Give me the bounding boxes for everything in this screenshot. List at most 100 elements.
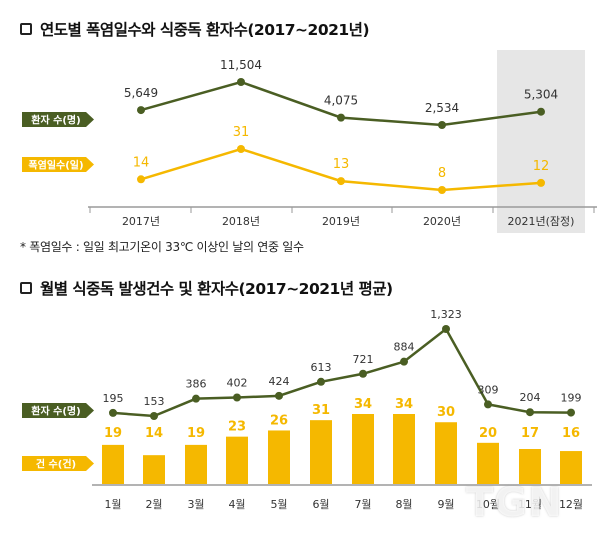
heat-data-label: 14 <box>133 155 150 170</box>
monthly-patient-point <box>150 412 158 420</box>
case-count-data-label: 19 <box>187 426 205 441</box>
chart1-title: 연도별 폭염일수와 식중독 환자수(2017~2021년) <box>20 18 370 40</box>
legend-patients-chart1-bg <box>22 112 94 127</box>
chart1-x-tick-label: 2020년 <box>423 215 461 228</box>
case-count-data-label: 14 <box>145 426 163 441</box>
legend-patients-chart1: 환자 수(명) <box>31 114 80 127</box>
case-count-bar <box>560 451 582 484</box>
case-count-bar <box>310 420 332 484</box>
case-count-bar <box>519 449 541 484</box>
case-count-data-label: 17 <box>521 426 539 441</box>
heat-data-label: 13 <box>333 157 350 172</box>
highlight-2021-background <box>497 50 585 233</box>
case-count-data-label: 31 <box>312 403 330 418</box>
chart1-title-text: 연도별 폭염일수와 식중독 환자수(2017~2021년) <box>40 21 370 39</box>
monthly-patient-point <box>359 369 367 378</box>
monthly-patient-data-label: 309 <box>478 383 499 396</box>
patient-data-label: 2,534 <box>425 101 459 115</box>
chart1-x-tick-label: 2019년 <box>322 215 360 228</box>
watermark-logo: TGN <box>466 480 563 526</box>
patient-data-label: 5,304 <box>524 88 558 102</box>
monthly-patient-data-label: 153 <box>144 395 165 408</box>
monthly-patient-data-label: 199 <box>561 392 582 405</box>
chart2-x-tick-label: 4월 <box>228 498 245 511</box>
case-count-data-label: 30 <box>437 405 455 420</box>
case-count-data-label: 19 <box>104 426 122 441</box>
monthly-patient-data-label: 613 <box>311 361 332 374</box>
monthly-patient-data-label: 195 <box>103 392 124 405</box>
case-count-data-label: 23 <box>228 420 246 435</box>
case-count-bar <box>435 422 457 484</box>
heat-point <box>337 177 345 186</box>
heat-data-label: 8 <box>438 166 446 181</box>
case-count-data-label: 34 <box>354 397 372 412</box>
monthly-patient-point <box>233 393 241 402</box>
patient-data-label: 5,649 <box>124 86 158 100</box>
chart2-x-tick-label: 10월 <box>476 498 500 511</box>
monthly-patient-data-label: 424 <box>269 375 290 388</box>
case-count-bar <box>477 442 499 484</box>
monthly-patient-data-label: 402 <box>227 376 248 389</box>
chart2-x-tick-label: 9월 <box>437 498 454 511</box>
case-count-bar <box>102 444 124 484</box>
case-count-data-label: 16 <box>562 426 580 441</box>
footnote: * 폭염일수 : 일일 최고기온이 33℃ 이상인 날의 연중 일수 <box>20 240 304 254</box>
patient-data-label: 4,075 <box>324 94 358 108</box>
monthly-patient-point <box>526 408 534 417</box>
chart2-x-tick-label: 8월 <box>395 498 412 511</box>
checkbox-square-icon <box>20 282 32 294</box>
chart2-x-tick-label: 3월 <box>187 498 204 511</box>
heat-point <box>137 175 145 184</box>
monthly-patient-point <box>484 400 492 409</box>
monthly-patient-data-label: 884 <box>394 341 415 354</box>
heat-data-label: 31 <box>233 125 250 140</box>
patient-point <box>337 113 345 122</box>
heat-point <box>537 178 545 187</box>
chart2-title: 월별 식중독 발생건수 및 환자수(2017~2021년 평균) <box>20 277 393 299</box>
chart2-x-tick-label: 11월 <box>518 498 542 511</box>
heat-point <box>438 186 446 194</box>
case-count-bar <box>143 455 165 484</box>
monthly-patient-point <box>109 408 117 417</box>
chart2-title-text: 월별 식중독 발생건수 및 환자수(2017~2021년 평균) <box>40 280 393 298</box>
monthly-patient-point <box>275 391 283 400</box>
monthly-patient-data-label: 1,323 <box>430 308 462 321</box>
case-count-data-label: 26 <box>270 413 288 428</box>
heat-data-label: 12 <box>533 159 550 174</box>
monthly-patient-point <box>400 357 408 366</box>
chart2-x-tick-label: 5월 <box>270 498 287 511</box>
monthly-patient-point <box>567 408 575 417</box>
legend-patients-chart2: 환자 수(명) <box>31 405 80 418</box>
chart2-x-tick-label: 1월 <box>104 498 121 511</box>
monthly-patient-series-line <box>112 327 572 418</box>
heat-point <box>237 145 245 153</box>
legend-cases-chart2-bg <box>22 456 94 471</box>
chart1-x-tick-label: 2021년(잠정) <box>508 215 575 228</box>
chart2-x-tick-label: 12월 <box>559 498 583 511</box>
chart2-x-tick-label: 6월 <box>312 498 329 511</box>
legend-patients-chart2-bg <box>22 403 94 418</box>
monthly-patient-data-label: 204 <box>520 391 541 404</box>
chart1-x-tick-label: 2017년 <box>122 215 160 228</box>
case-count-bar <box>226 436 248 484</box>
legend-heatdays-chart1: 폭염일수(일) <box>28 159 83 172</box>
case-count-bar <box>268 430 290 484</box>
chart2-x-tick-label: 7월 <box>354 498 371 511</box>
case-count-data-label: 34 <box>395 397 413 412</box>
case-count-bar <box>393 414 415 484</box>
case-count-bar <box>352 414 374 484</box>
monthly-patient-point <box>442 325 450 333</box>
monthly-patient-data-label: 386 <box>186 378 207 391</box>
patient-point <box>237 78 245 86</box>
monthly-patient-point <box>192 394 200 403</box>
legend-heatdays-chart1-bg <box>22 157 94 172</box>
patient-point <box>537 107 545 116</box>
chart1-x-tick-label: 2018년 <box>222 215 260 228</box>
monthly-patient-data-label: 721 <box>353 353 374 366</box>
patient-point <box>438 121 446 129</box>
monthly-patient-point <box>317 377 325 386</box>
case-count-data-label: 20 <box>479 426 497 441</box>
patient-data-label: 11,504 <box>220 58 262 72</box>
legend-cases-chart2: 건 수(건) <box>36 458 76 471</box>
